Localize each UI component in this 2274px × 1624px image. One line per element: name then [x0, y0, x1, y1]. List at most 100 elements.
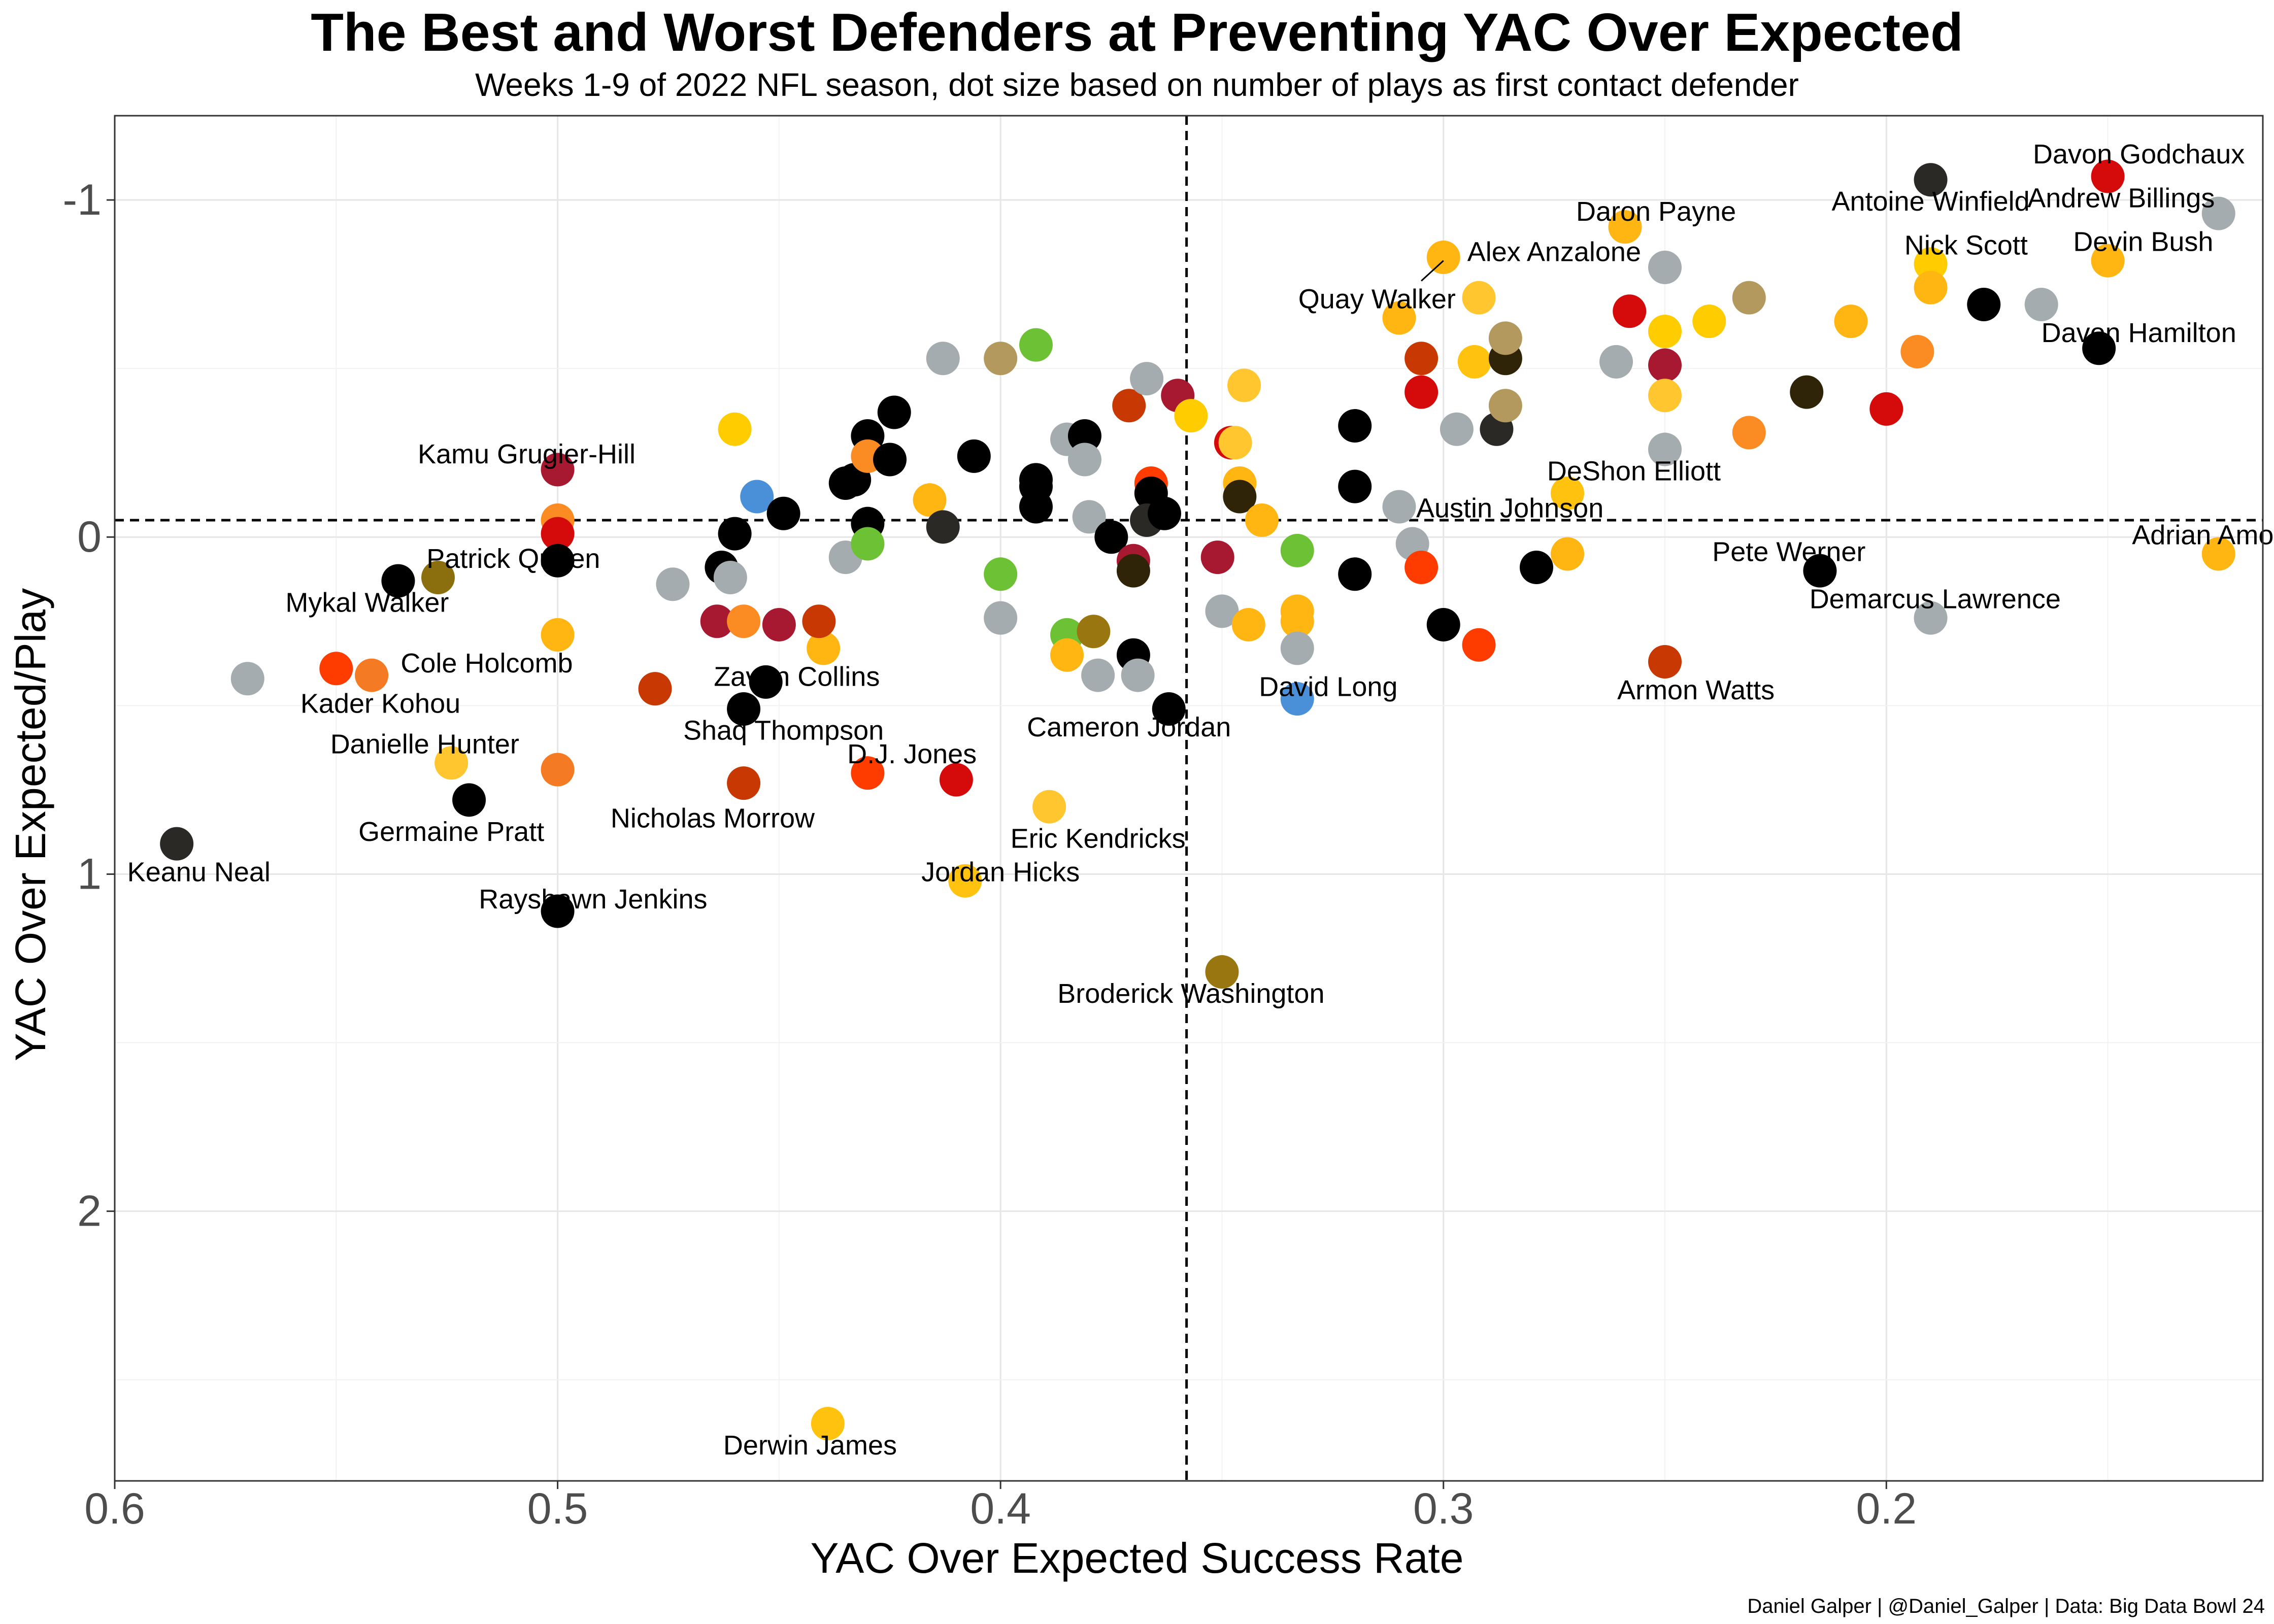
data-point — [319, 652, 353, 686]
data-point — [1205, 955, 1239, 989]
point-label: Cameron Jordan — [1027, 712, 1231, 742]
point-label: Davon Hamilton — [2042, 318, 2236, 348]
point-label: Armon Watts — [1617, 675, 1775, 705]
x-tick-label: 0.4 — [970, 1484, 1031, 1533]
data-point — [1488, 321, 1522, 355]
data-point — [1869, 392, 1903, 426]
data-point — [807, 631, 841, 665]
data-point — [1231, 607, 1265, 641]
data-point — [541, 517, 575, 551]
data-point — [1094, 520, 1128, 554]
data-point — [802, 604, 836, 638]
data-point — [713, 560, 747, 594]
data-point — [1152, 692, 1186, 726]
data-point — [421, 560, 455, 594]
data-point — [1551, 537, 1585, 571]
data-point — [727, 692, 761, 726]
data-point — [1732, 281, 1766, 315]
point-label: Adrian Amos — [2132, 520, 2274, 551]
y-tick-label: 1 — [77, 850, 102, 898]
point-label: Nick Scott — [1904, 230, 2028, 260]
data-point — [740, 480, 774, 514]
data-point — [811, 1407, 845, 1441]
x-tick-label: 0.2 — [1856, 1484, 1917, 1533]
data-point — [1116, 554, 1150, 588]
data-point — [1072, 500, 1106, 534]
data-point — [1081, 658, 1115, 692]
data-point — [381, 564, 415, 598]
data-point — [851, 756, 885, 790]
data-point — [2091, 244, 2125, 278]
data-point — [1967, 287, 2001, 321]
y-tick-label: 2 — [77, 1187, 102, 1236]
data-point — [1900, 334, 1934, 368]
data-point — [1488, 389, 1522, 423]
data-point — [718, 412, 752, 446]
point-label: DeShon Elliott — [1547, 456, 1721, 486]
point-label: Antoine Winfield — [1831, 186, 2029, 217]
point-label: Germaine Pratt — [358, 817, 544, 847]
data-point — [1914, 247, 1948, 281]
y-tick-label: -1 — [63, 176, 102, 224]
data-point — [1218, 426, 1252, 460]
data-point — [1426, 240, 1460, 274]
plot-panel-border — [114, 115, 2264, 1482]
point-label: Shaq Thompson — [683, 716, 884, 746]
data-point — [541, 618, 575, 652]
data-point — [1914, 163, 1948, 197]
data-point — [1280, 682, 1314, 716]
point-label: Keanu Neal — [127, 857, 271, 888]
data-point — [957, 439, 991, 473]
data-point — [766, 496, 800, 530]
point-label: Davon Godchaux — [2033, 139, 2245, 170]
data-point — [1050, 638, 1084, 672]
point-label: Derwin James — [723, 1430, 897, 1461]
point-label: Demarcus Lawrence — [1810, 584, 2061, 615]
data-point — [1223, 480, 1257, 514]
data-point — [1280, 604, 1314, 638]
data-point — [1648, 645, 1682, 679]
data-point — [939, 763, 973, 797]
data-point — [1205, 594, 1239, 628]
data-point — [1440, 412, 1474, 446]
chart-title: The Best and Worst Defenders at Preventi… — [311, 3, 1963, 62]
data-point — [1648, 250, 1682, 284]
data-point — [727, 604, 761, 638]
reference-lines — [115, 116, 2263, 1481]
point-label: Zaven Collins — [714, 661, 880, 692]
leader-line — [1421, 260, 1444, 282]
data-point — [1121, 658, 1155, 692]
data-point — [434, 746, 469, 780]
data-point — [1019, 490, 1053, 524]
point-label: Cole Holcomb — [400, 648, 573, 679]
data-point — [762, 607, 796, 641]
x-tick-label: 0.5 — [527, 1484, 588, 1533]
data-point — [1692, 304, 1726, 339]
point-label: Rayshawn Jenkins — [479, 884, 707, 915]
data-point — [1280, 631, 1314, 665]
data-point — [230, 662, 264, 696]
point-label: Alex Anzalone — [1467, 237, 1641, 267]
data-point — [541, 544, 575, 578]
data-point — [1551, 476, 1585, 510]
data-point — [1462, 628, 1496, 662]
point-label: Jordan Hicks — [921, 857, 1080, 888]
data-point — [1200, 540, 1234, 574]
x-axis-label: YAC Over Expected Success Rate — [810, 1534, 1464, 1582]
data-point — [1648, 348, 1682, 382]
data-point — [1608, 210, 1642, 244]
data-point — [1613, 294, 1647, 328]
data-point — [541, 894, 575, 928]
data-point — [1599, 345, 1633, 379]
axes: 0.6 0.5 0.4 0.3 0.2 -1 0 1 2 — [63, 176, 1917, 1533]
data-point — [452, 783, 486, 817]
data-point — [700, 604, 734, 638]
data-point — [877, 395, 911, 429]
y-tick-label: 0 — [77, 513, 102, 561]
data-point — [541, 753, 575, 787]
data-point — [1462, 281, 1496, 315]
data-point — [1338, 469, 1372, 503]
data-point — [948, 864, 982, 898]
